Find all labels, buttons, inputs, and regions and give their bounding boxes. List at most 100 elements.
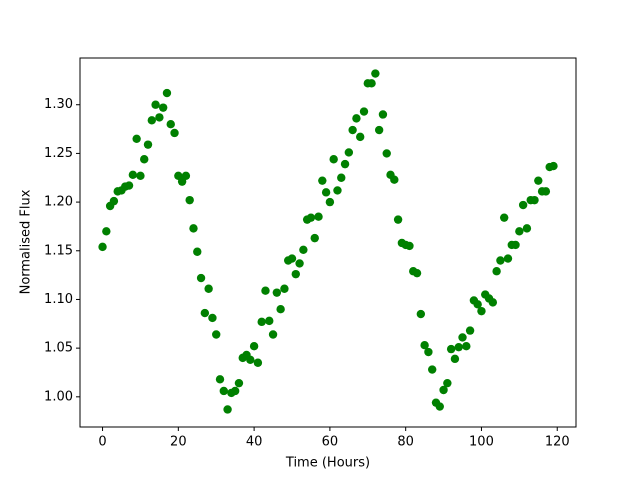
point	[314, 212, 323, 221]
point	[136, 171, 145, 181]
point	[465, 326, 475, 335]
y-tick-label: 1.25	[44, 146, 73, 161]
point	[246, 355, 255, 365]
point	[454, 342, 463, 352]
y-tick-label: 1.20	[44, 195, 73, 210]
point	[371, 69, 380, 78]
x-tick-label: 120	[545, 435, 570, 450]
x-tick-label: 60	[322, 435, 339, 450]
point	[287, 254, 297, 263]
point	[333, 186, 342, 195]
point	[208, 313, 217, 323]
point	[340, 159, 350, 169]
point	[473, 300, 482, 309]
point	[416, 309, 426, 319]
point	[450, 354, 460, 364]
point	[348, 125, 357, 135]
point	[158, 103, 168, 112]
point	[299, 245, 308, 255]
point	[162, 88, 172, 98]
y-tick-label: 1.30	[44, 97, 73, 112]
point	[291, 269, 300, 279]
point	[215, 375, 225, 384]
point	[356, 132, 365, 142]
point	[200, 308, 210, 318]
point	[515, 227, 524, 236]
point	[549, 161, 558, 171]
point	[140, 155, 149, 164]
point	[534, 176, 543, 185]
point	[234, 378, 244, 388]
point	[204, 284, 213, 293]
point	[378, 110, 388, 119]
point	[223, 405, 232, 414]
point	[393, 215, 403, 224]
point	[446, 344, 456, 354]
point	[318, 176, 327, 185]
point	[261, 286, 270, 295]
point	[295, 259, 304, 268]
point	[477, 306, 486, 316]
point	[530, 195, 539, 205]
point	[124, 181, 134, 190]
y-tick-label: 1.10	[44, 292, 73, 307]
point	[344, 148, 354, 157]
point	[128, 170, 138, 180]
point	[359, 107, 369, 116]
point	[541, 187, 551, 196]
point	[212, 330, 221, 339]
point	[109, 196, 119, 206]
point	[132, 134, 141, 144]
point	[428, 365, 437, 374]
point	[367, 79, 376, 88]
point	[325, 197, 335, 207]
point	[193, 247, 202, 256]
point	[443, 378, 452, 388]
point	[374, 125, 384, 135]
point	[518, 200, 528, 210]
x-tick-label: 100	[469, 435, 494, 450]
point	[219, 386, 228, 396]
point	[98, 242, 107, 252]
point	[253, 358, 263, 367]
point	[257, 317, 266, 327]
point	[102, 227, 111, 236]
point	[185, 195, 194, 205]
y-tick-label: 1.15	[44, 243, 73, 258]
point	[268, 330, 278, 339]
point	[337, 173, 346, 182]
point	[462, 341, 471, 351]
point	[412, 268, 422, 278]
y-tick-label: 1.00	[44, 389, 73, 404]
x-tick-label: 20	[170, 435, 187, 450]
point	[151, 100, 160, 109]
point	[511, 240, 520, 250]
point	[310, 233, 319, 243]
point	[488, 298, 498, 307]
point	[492, 267, 501, 276]
x-tick-label: 80	[397, 435, 414, 450]
point	[280, 284, 289, 293]
point	[166, 120, 175, 129]
point	[196, 273, 206, 283]
y-axis-label: Normalised Flux	[19, 189, 34, 294]
point	[189, 224, 198, 233]
x-axis-label: Time (Hours)	[285, 456, 370, 471]
point	[321, 188, 331, 197]
point	[265, 316, 274, 326]
point	[405, 241, 414, 251]
point	[435, 402, 444, 411]
point	[499, 213, 509, 222]
point	[181, 171, 191, 181]
point	[143, 140, 153, 149]
y-tick-label: 1.05	[44, 341, 73, 356]
point	[522, 224, 532, 233]
point	[170, 128, 179, 138]
point	[458, 333, 467, 342]
point	[272, 288, 282, 297]
point	[503, 254, 513, 263]
x-tick-label: 0	[98, 435, 106, 450]
point	[424, 347, 433, 357]
